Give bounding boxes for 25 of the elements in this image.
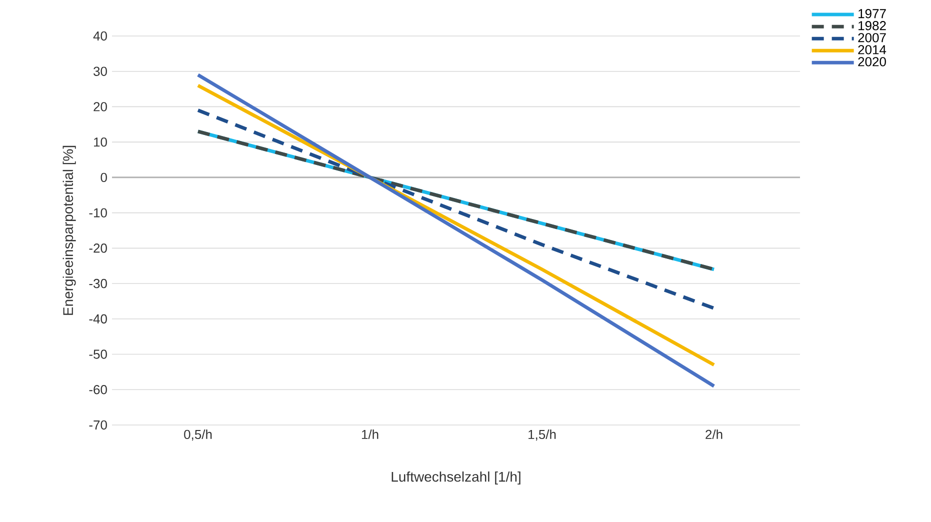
x-tick-label: 1/h <box>362 430 378 440</box>
y-tick-label: 10 <box>94 137 107 147</box>
x-tick-label: 1,5/h <box>528 430 556 441</box>
y-tick-label: -60 <box>89 385 107 394</box>
y-tick-label: -50 <box>89 350 107 359</box>
legend-label: 1982 <box>858 21 886 30</box>
x-tick-label: 0,5/h <box>184 430 212 441</box>
legend-label: 2020 <box>858 57 886 66</box>
legend-label: 1977 <box>858 9 886 18</box>
line-series <box>196 108 716 310</box>
y-tick-label: -40 <box>89 314 107 324</box>
legend-label: 2014 <box>858 45 886 54</box>
legend-label: 2007 <box>858 33 886 42</box>
y-tick-label: -30 <box>89 278 107 288</box>
y-tick-label: 20 <box>94 102 107 112</box>
x-tick-label: 2/h <box>706 430 722 440</box>
y-tick-label: -70 <box>89 420 107 430</box>
y-tick-label: 30 <box>94 66 107 76</box>
x-axis-title: Luftwechselzahl [1/h] <box>392 471 520 485</box>
y-tick-label: 0 <box>100 172 107 182</box>
line-series <box>196 130 716 272</box>
y-tick-label: -20 <box>89 244 107 253</box>
y-tick-label: 40 <box>93 31 107 41</box>
y-tick-label: -10 <box>89 208 107 218</box>
y-axis-title: Energieeinsparpotential [%] <box>62 146 76 315</box>
